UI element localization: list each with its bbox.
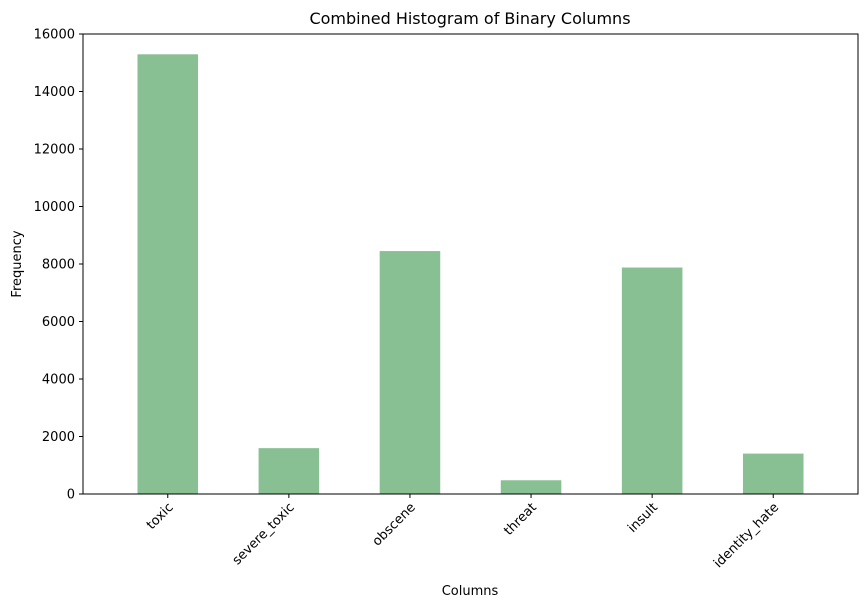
bar-identity-hate (742, 453, 804, 494)
bar-obscene (379, 251, 441, 494)
y-tick-label: 6000 (42, 315, 75, 330)
x-tick-label-identity-hate: identity_hate (711, 500, 782, 571)
y-tick-label: 0 (67, 488, 75, 503)
y-tick-label: 14000 (34, 85, 75, 100)
bar-threat (500, 480, 562, 494)
y-axis-label: Frequency (10, 230, 25, 297)
x-tick-label-severe-toxic: severe_toxic (230, 500, 298, 568)
y-axis: 0 2000 4000 6000 8000 10000 12000 14000 16000 (34, 28, 83, 503)
y-tick-label: 8000 (42, 258, 75, 273)
chart-title: Combined Histogram of Binary Columns (309, 9, 630, 28)
x-tick-label-insult: insult (625, 500, 661, 536)
bars-group (137, 54, 804, 495)
y-tick-label: 4000 (42, 373, 75, 388)
x-tick-label-toxic: toxic (144, 500, 177, 533)
y-tick-label: 10000 (34, 200, 75, 215)
y-tick-label: 16000 (34, 28, 75, 43)
bar-toxic (137, 54, 199, 495)
plot-frame (82, 33, 859, 495)
x-tick-label-obscene: obscene (370, 500, 419, 549)
x-tick-label-threat: threat (501, 500, 540, 539)
x-axis-label: Columns (442, 584, 499, 599)
bar-severe-toxic (258, 448, 320, 494)
y-tick-label: 2000 (42, 430, 75, 445)
x-axis: toxic severe_toxic obscene threat insult iden… (144, 494, 782, 571)
y-tick-label: 12000 (34, 143, 75, 158)
bar-insult (621, 267, 683, 494)
